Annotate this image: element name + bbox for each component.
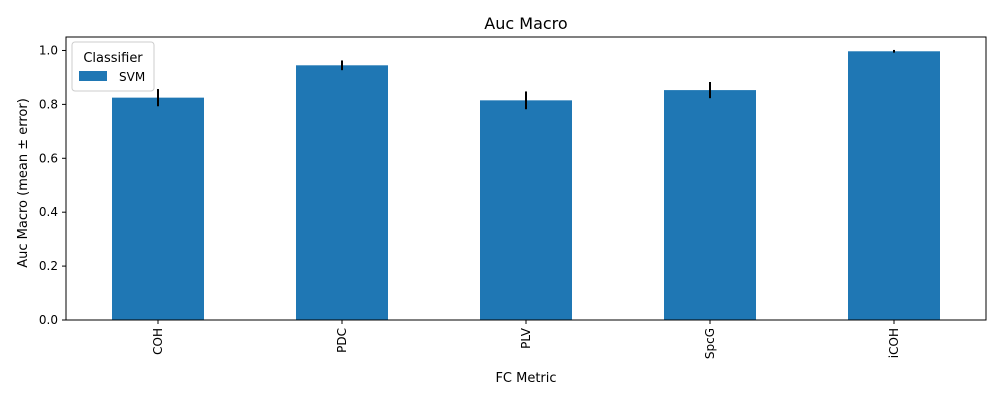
plot-area: 0.0 0.2 0.4 0.6 0.8 1.0 COH PDC PLV SpcG iCOH [39,36,987,359]
x-tick-label-pdc: PDC [335,328,349,353]
legend-swatch [79,71,107,81]
legend: Classifier SVM [71,41,155,92]
bar-icoh [848,51,940,321]
legend-title: Classifier [83,51,143,66]
y-axis-label: Auc Macro (mean ± error) [16,98,31,268]
bar-coh [112,97,204,321]
y-tick-label: 0.8 [39,97,58,111]
y-tick-label: 1.0 [39,43,58,57]
x-axis-label: FC Metric [495,371,556,386]
x-tick-label-coh: COH [151,328,165,355]
y-tick-label: 0.4 [39,205,58,219]
x-tick-label-spcg: SpcG [703,328,717,359]
x-tick-label-plv: PLV [519,327,533,349]
x-tick-label-icoh: iCOH [887,328,901,358]
bar-plv [480,100,572,320]
chart-title: Auc Macro [484,14,567,33]
bar-pdc [296,65,388,320]
bar-spcg [664,90,756,320]
y-tick-label: 0.6 [39,151,58,165]
y-tick-label: 0.0 [39,313,58,327]
y-tick-label: 0.2 [39,259,58,273]
legend-label-svm: SVM [119,70,145,84]
